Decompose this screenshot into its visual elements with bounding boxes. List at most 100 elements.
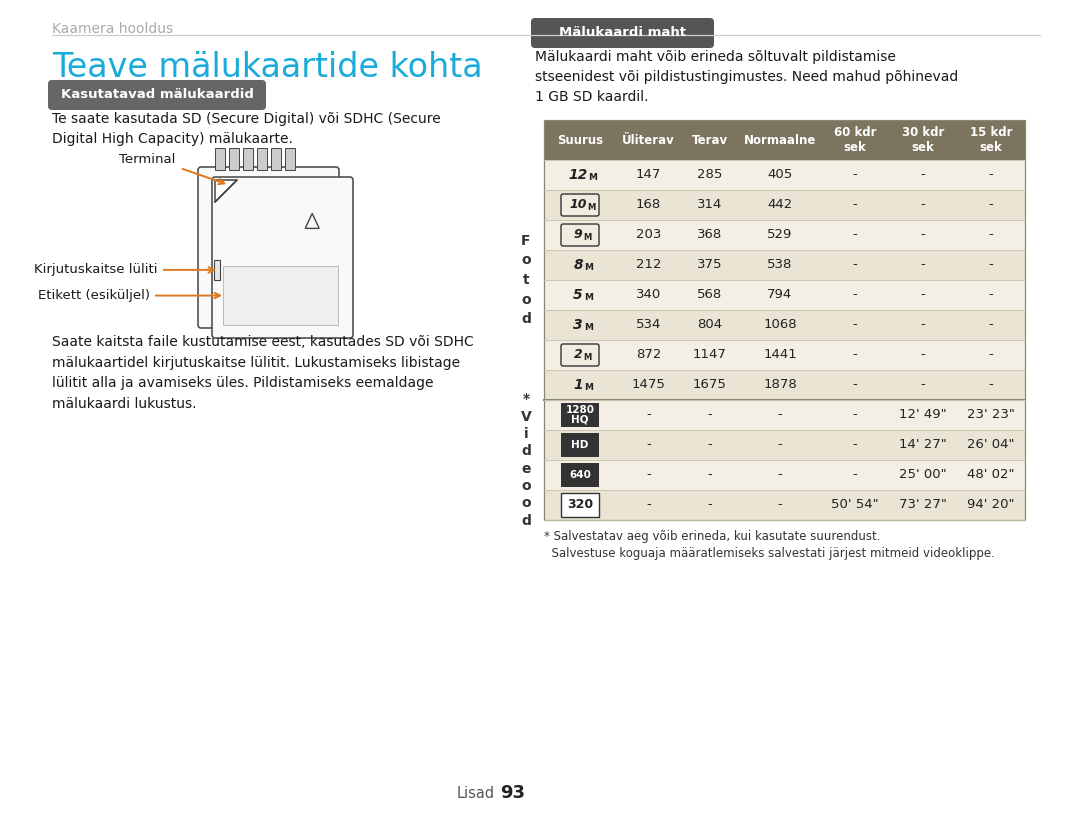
Text: -: - bbox=[988, 228, 994, 241]
Text: -: - bbox=[988, 349, 994, 362]
Text: 794: 794 bbox=[768, 289, 793, 302]
Text: -: - bbox=[852, 199, 858, 212]
Polygon shape bbox=[215, 180, 237, 202]
Text: 872: 872 bbox=[636, 349, 661, 362]
Text: M: M bbox=[584, 262, 593, 271]
Text: 25' 00": 25' 00" bbox=[900, 469, 947, 482]
Text: 147: 147 bbox=[636, 169, 661, 182]
Text: Kirjutuskaitse lüliti: Kirjutuskaitse lüliti bbox=[35, 263, 158, 276]
Text: 3: 3 bbox=[573, 318, 583, 332]
Text: 529: 529 bbox=[767, 228, 793, 241]
Text: Te saate kasutada SD (Secure Digital) või SDHC (Secure
Digital High Capacity) mä: Te saate kasutada SD (Secure Digital) võ… bbox=[52, 112, 441, 146]
Text: 14' 27": 14' 27" bbox=[900, 438, 947, 452]
Text: Salvestuse koguaja määratlemiseks salvestati järjest mitmeid videoklippe.: Salvestuse koguaja määratlemiseks salves… bbox=[544, 547, 995, 560]
Text: 1280
HQ: 1280 HQ bbox=[566, 405, 594, 425]
Text: 442: 442 bbox=[768, 199, 793, 212]
Text: -: - bbox=[988, 199, 994, 212]
Text: 10: 10 bbox=[569, 199, 586, 212]
Bar bbox=[544, 460, 1025, 490]
Text: 48' 02": 48' 02" bbox=[968, 469, 1015, 482]
Bar bbox=[544, 220, 1025, 250]
Text: -: - bbox=[852, 469, 858, 482]
Text: Kasutatavad mälukaardid: Kasutatavad mälukaardid bbox=[60, 89, 254, 102]
Text: 285: 285 bbox=[698, 169, 723, 182]
Bar bbox=[257, 148, 267, 170]
Text: -: - bbox=[920, 169, 926, 182]
Bar bbox=[222, 267, 338, 325]
Text: 50' 54": 50' 54" bbox=[832, 499, 879, 512]
Text: -: - bbox=[920, 349, 926, 362]
Text: -: - bbox=[778, 408, 782, 421]
Text: Terminal: Terminal bbox=[119, 153, 175, 166]
Text: 1675: 1675 bbox=[693, 378, 727, 391]
Text: 340: 340 bbox=[636, 289, 661, 302]
Text: -: - bbox=[646, 408, 651, 421]
Text: -: - bbox=[707, 438, 713, 452]
Text: -: - bbox=[920, 289, 926, 302]
Text: Terav: Terav bbox=[692, 134, 728, 147]
Text: 9: 9 bbox=[573, 228, 582, 241]
Text: M: M bbox=[588, 202, 595, 212]
Text: Suurus: Suurus bbox=[557, 134, 603, 147]
Bar bbox=[544, 160, 1025, 190]
Text: 1878: 1878 bbox=[764, 378, 797, 391]
Text: M: M bbox=[584, 293, 593, 302]
Text: -: - bbox=[920, 378, 926, 391]
Text: 534: 534 bbox=[636, 319, 661, 332]
Text: -: - bbox=[852, 438, 858, 452]
Text: 93: 93 bbox=[500, 784, 525, 802]
FancyBboxPatch shape bbox=[198, 167, 339, 328]
Text: -: - bbox=[920, 228, 926, 241]
Text: 5: 5 bbox=[573, 288, 583, 302]
Text: -: - bbox=[852, 319, 858, 332]
Text: 30 kdr
sek: 30 kdr sek bbox=[902, 126, 944, 154]
Text: -: - bbox=[988, 169, 994, 182]
Bar bbox=[544, 430, 1025, 460]
FancyBboxPatch shape bbox=[531, 18, 714, 48]
Text: -: - bbox=[988, 319, 994, 332]
Text: 94' 20": 94' 20" bbox=[968, 499, 1015, 512]
Text: M: M bbox=[588, 173, 597, 182]
Text: 1475: 1475 bbox=[632, 378, 665, 391]
Text: 1147: 1147 bbox=[693, 349, 727, 362]
Text: 168: 168 bbox=[636, 199, 661, 212]
Bar bbox=[544, 120, 1025, 160]
Text: Mälukaardi maht võib erineda sõltuvalt pildistamise
stseenidest või pildistustin: Mälukaardi maht võib erineda sõltuvalt p… bbox=[535, 50, 958, 104]
Text: 73' 27": 73' 27" bbox=[899, 499, 947, 512]
Text: -: - bbox=[852, 228, 858, 241]
Bar bbox=[544, 400, 1025, 430]
Text: -: - bbox=[778, 438, 782, 452]
Text: -: - bbox=[646, 469, 651, 482]
Text: Üliterav: Üliterav bbox=[622, 134, 675, 147]
Text: -: - bbox=[646, 499, 651, 512]
Bar bbox=[243, 148, 253, 170]
Text: -: - bbox=[707, 408, 713, 421]
Bar bbox=[285, 148, 295, 170]
Bar bbox=[229, 148, 239, 170]
Text: 314: 314 bbox=[698, 199, 723, 212]
Text: *
V
i
d
e
o
o
d: * V i d e o o d bbox=[521, 393, 531, 527]
FancyBboxPatch shape bbox=[212, 177, 353, 338]
Text: 804: 804 bbox=[698, 319, 723, 332]
Text: 1068: 1068 bbox=[764, 319, 797, 332]
Text: * Salvestatav aeg võib erineda, kui kasutate suurendust.: * Salvestatav aeg võib erineda, kui kasu… bbox=[544, 530, 880, 543]
Text: 23' 23": 23' 23" bbox=[967, 408, 1015, 421]
Text: -: - bbox=[707, 469, 713, 482]
Text: -: - bbox=[852, 378, 858, 391]
Text: -: - bbox=[920, 319, 926, 332]
Bar bbox=[544, 490, 1025, 520]
Text: 8: 8 bbox=[573, 258, 583, 272]
Text: -: - bbox=[852, 169, 858, 182]
Text: -: - bbox=[920, 199, 926, 212]
Text: 203: 203 bbox=[636, 228, 661, 241]
Text: 2: 2 bbox=[573, 349, 582, 362]
Text: -: - bbox=[988, 258, 994, 271]
Text: 212: 212 bbox=[636, 258, 661, 271]
Text: -: - bbox=[852, 408, 858, 421]
Text: Lisad: Lisad bbox=[457, 786, 495, 800]
Text: 12: 12 bbox=[568, 168, 588, 182]
Bar bbox=[544, 120, 1025, 520]
Text: M: M bbox=[583, 353, 592, 362]
Text: 538: 538 bbox=[767, 258, 793, 271]
Bar bbox=[544, 310, 1025, 340]
